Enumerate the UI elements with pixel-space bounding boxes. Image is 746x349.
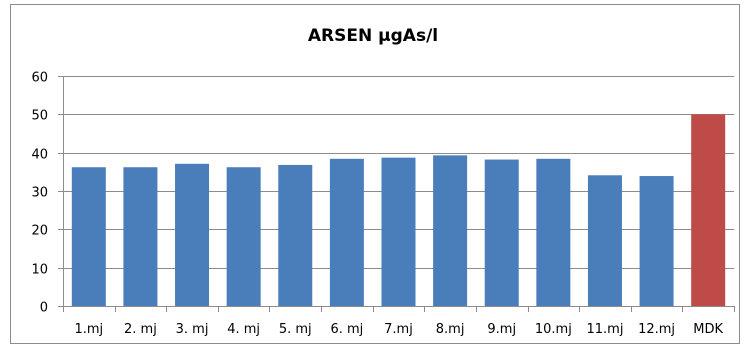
x-tick-label: 6. mj xyxy=(330,322,363,337)
x-tick-label: 1.mj xyxy=(74,322,103,337)
bars xyxy=(71,114,726,306)
x-tick-label: 11.mj xyxy=(586,322,623,337)
x-tick-label: 3. mj xyxy=(176,322,209,337)
x-tick-label: 8.mj xyxy=(436,322,465,337)
x-tick-label: 4. mj xyxy=(227,322,260,337)
y-tick-label: 20 xyxy=(31,224,48,239)
y-tick-label: 10 xyxy=(31,263,48,278)
bar-11-mj xyxy=(587,175,622,306)
x-tick-label: 2. mj xyxy=(124,322,157,337)
x-tick-label: 9.mj xyxy=(487,322,516,337)
bar-1-mj xyxy=(71,167,106,306)
bar-10-mj xyxy=(536,158,571,306)
y-tick-label: 60 xyxy=(31,71,48,86)
y-tick-label: 0 xyxy=(40,301,48,316)
tick-labels: 0 10 20 30 40 50 60 1.mj 2. mj 3. mj 4. mj 5. mj 6. … xyxy=(31,71,723,338)
bar-7-mj xyxy=(381,157,416,306)
y-tick-label: 40 xyxy=(31,148,48,163)
y-tick-label: 30 xyxy=(31,186,48,201)
bar-9-mj xyxy=(484,159,519,306)
x-tick-label: MDK xyxy=(693,322,723,337)
bar-4-mj xyxy=(226,167,261,306)
bar-2-mj xyxy=(123,167,158,306)
bar-8-mj xyxy=(433,155,468,306)
y-tick-label: 50 xyxy=(31,109,48,124)
x-tick-label: 12.mj xyxy=(638,322,675,337)
bar-mdk xyxy=(691,114,726,306)
bar-6-mj xyxy=(329,158,364,306)
axes xyxy=(58,76,735,312)
x-tick-label: 7.mj xyxy=(384,322,413,337)
chart-title: ARSEN µgAs/l xyxy=(307,26,439,46)
x-tick-label: 5. mj xyxy=(279,322,312,337)
bar-3-mj xyxy=(175,163,210,306)
x-tick-label: 10.mj xyxy=(535,322,572,337)
bar-12-mj xyxy=(639,176,674,306)
bar-5-mj xyxy=(278,164,313,306)
